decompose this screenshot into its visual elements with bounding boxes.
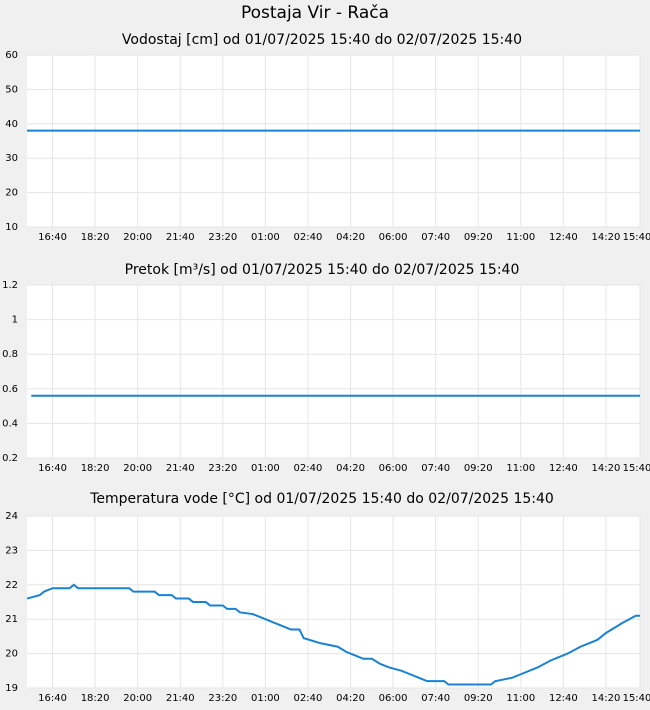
x-tick-label: 23:20 [208, 463, 237, 474]
x-tick-label: 11:00 [506, 232, 535, 243]
x-tick-label: 14:20 [592, 693, 621, 704]
x-tick-label: 21:40 [166, 463, 195, 474]
x-tick-label: 18:20 [81, 463, 110, 474]
y-tick-label: 10 [5, 222, 18, 233]
y-tick-label: 0.4 [2, 418, 18, 429]
x-tick-label: 12:40 [549, 463, 578, 474]
y-tick-label: 0.2 [2, 453, 18, 464]
plot-area [27, 516, 640, 688]
x-tick-label: 12:40 [549, 232, 578, 243]
x-tick-label: 07:40 [421, 463, 450, 474]
x-tick-label: 04:20 [336, 693, 365, 704]
plot-area [27, 55, 640, 227]
data-line [26, 583, 640, 686]
y-tick-label: 1 [12, 315, 18, 326]
panel-title: Pretok [m³/s] od 01/07/2025 15:40 do 02/… [125, 262, 520, 278]
x-tick-label: 20:00 [123, 232, 152, 243]
y-tick-label: 0.6 [2, 384, 18, 395]
y-tick-label: 60 [5, 50, 18, 61]
x-tick-label: 09:20 [464, 232, 493, 243]
x-tick-label: 23:20 [208, 693, 237, 704]
y-tick-label: 20 [5, 649, 18, 660]
y-tick-label: 0.8 [2, 349, 18, 360]
x-tick-label: 09:20 [464, 463, 493, 474]
x-tick-label: 18:20 [81, 693, 110, 704]
x-tick-label: 02:40 [294, 232, 323, 243]
x-tick-label: 11:00 [506, 693, 535, 704]
y-tick-label: 1.2 [2, 280, 18, 291]
y-tick-label: 30 [5, 153, 18, 164]
x-tick-label: 02:40 [294, 463, 323, 474]
x-tick-label: 01:00 [251, 463, 280, 474]
x-tick-label: 14:20 [592, 463, 621, 474]
x-tick-label: 16:40 [38, 232, 67, 243]
x-tick-label: 04:20 [336, 232, 365, 243]
x-tick-label: 06:00 [379, 232, 408, 243]
x-tick-label: 16:40 [38, 463, 67, 474]
x-tick-label: 12:40 [549, 693, 578, 704]
x-tick-label: 09:20 [464, 693, 493, 704]
x-tick-label: 11:00 [506, 463, 535, 474]
x-tick-label: 21:40 [166, 232, 195, 243]
x-tick-label: 16:40 [38, 693, 67, 704]
panel-title: Vodostaj [cm] od 01/07/2025 15:40 do 02/… [122, 32, 522, 48]
y-tick-label: 22 [5, 580, 18, 591]
x-tick-label: 04:20 [336, 463, 365, 474]
y-tick-label: 19 [5, 683, 18, 694]
x-tick-label: 15:40 [623, 232, 650, 243]
y-tick-label: 40 [5, 119, 18, 130]
x-tick-label: 15:40 [623, 463, 650, 474]
x-tick-label: 06:00 [379, 693, 408, 704]
page-title: Postaja Vir - Rača [241, 3, 389, 23]
y-tick-label: 23 [5, 545, 18, 556]
panel-title: Temperatura vode [°C] od 01/07/2025 15:4… [89, 491, 554, 507]
x-tick-label: 20:00 [123, 693, 152, 704]
x-tick-label: 15:40 [623, 693, 650, 704]
x-tick-label: 02:40 [294, 693, 323, 704]
x-tick-label: 07:40 [421, 232, 450, 243]
x-tick-label: 06:00 [379, 463, 408, 474]
x-tick-label: 23:20 [208, 232, 237, 243]
y-tick-label: 50 [5, 84, 18, 95]
plot-area [27, 285, 640, 458]
y-tick-label: 21 [5, 614, 18, 625]
y-tick-label: 20 [5, 188, 18, 199]
x-tick-label: 01:00 [251, 232, 280, 243]
x-tick-label: 07:40 [421, 693, 450, 704]
x-tick-label: 20:00 [123, 463, 152, 474]
x-tick-label: 01:00 [251, 693, 280, 704]
x-tick-label: 14:20 [592, 232, 621, 243]
x-tick-label: 21:40 [166, 693, 195, 704]
y-tick-label: 24 [5, 511, 18, 522]
x-tick-label: 18:20 [81, 232, 110, 243]
